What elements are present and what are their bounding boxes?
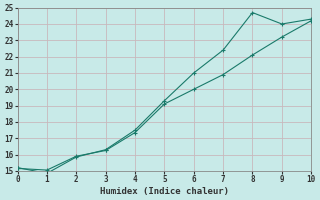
X-axis label: Humidex (Indice chaleur): Humidex (Indice chaleur): [100, 187, 229, 196]
